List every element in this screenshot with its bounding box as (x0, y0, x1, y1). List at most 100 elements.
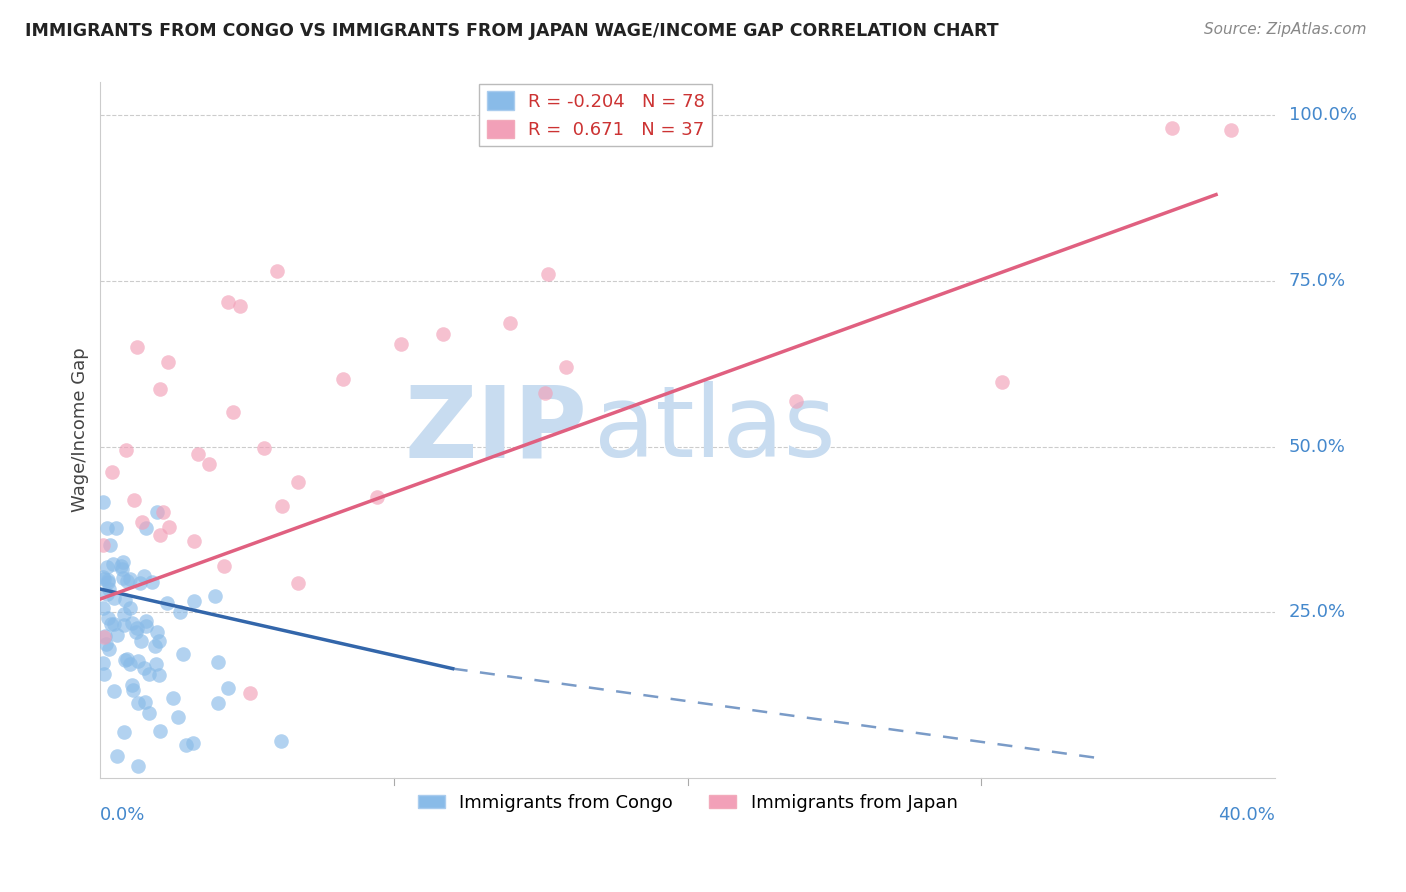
Point (100, 617, 122, 632)
Point (332, 371, 354, 385)
Point (555, 360, 578, 375)
Point (91, 656, 114, 670)
Point (271, 499, 294, 513)
Point (270, 734, 292, 748)
Point (131, 634, 153, 648)
Point (145, 657, 167, 671)
Point (157, 355, 180, 369)
Point (98, 582, 121, 596)
Point (145, 639, 167, 653)
Point (207, 696, 229, 710)
Point (125, 624, 148, 639)
Point (131, 515, 153, 529)
Point (104, 521, 127, 535)
Text: IMMIGRANTS FROM CONGO VS IMMIGRANTS FROM JAPAN WAGE/INCOME GAP CORRELATION CHART: IMMIGRANTS FROM CONGO VS IMMIGRANTS FROM… (25, 22, 998, 40)
Point (159, 520, 181, 534)
Point (217, 295, 239, 310)
Point (93, 630, 115, 644)
Point (1219, 123, 1241, 137)
Point (112, 607, 135, 621)
Point (135, 615, 157, 629)
Text: 75.0%: 75.0% (1289, 272, 1346, 290)
Point (93, 666, 115, 681)
Y-axis label: Wage/Income Gap: Wage/Income Gap (72, 348, 89, 512)
Point (103, 684, 125, 698)
Point (253, 442, 276, 456)
Point (112, 618, 135, 632)
Point (132, 661, 155, 675)
Point (148, 668, 170, 682)
Point (107, 748, 129, 763)
Point (146, 505, 169, 519)
Point (97, 574, 120, 589)
Point (204, 590, 226, 604)
Point (149, 383, 172, 397)
Point (239, 686, 262, 700)
Point (181, 736, 204, 750)
Point (121, 678, 143, 692)
Point (101, 465, 124, 479)
Point (94, 629, 117, 643)
Point (115, 574, 138, 588)
Point (96, 560, 118, 574)
Point (183, 594, 205, 608)
Point (229, 299, 252, 313)
Point (366, 490, 388, 504)
Text: 0.0%: 0.0% (100, 805, 146, 824)
Point (197, 457, 219, 471)
Point (115, 651, 138, 665)
Text: 50.0%: 50.0% (1289, 438, 1346, 456)
Point (105, 628, 128, 642)
Point (114, 443, 136, 458)
Point (207, 655, 229, 669)
Point (138, 706, 160, 721)
Point (110, 559, 132, 574)
Point (97, 573, 120, 587)
Text: Source: ZipAtlas.com: Source: ZipAtlas.com (1204, 22, 1367, 37)
Point (111, 555, 134, 569)
Point (212, 559, 235, 574)
Point (96, 611, 118, 625)
Point (127, 340, 149, 354)
Legend: Immigrants from Congo, Immigrants from Japan: Immigrants from Congo, Immigrants from J… (411, 787, 965, 819)
Text: 25.0%: 25.0% (1289, 603, 1346, 621)
Point (534, 385, 557, 400)
Point (287, 575, 309, 590)
Point (98, 538, 121, 552)
Text: atlas: atlas (593, 382, 835, 478)
Point (103, 591, 125, 605)
Point (122, 682, 145, 697)
Point (91, 570, 114, 584)
Point (96, 521, 118, 535)
Point (111, 561, 134, 575)
Point (141, 575, 163, 590)
Point (114, 653, 136, 667)
Point (101, 557, 124, 571)
Point (156, 596, 179, 610)
Point (499, 316, 522, 330)
Point (169, 606, 191, 620)
Point (93, 572, 115, 586)
Point (103, 616, 125, 631)
Text: 100.0%: 100.0% (1289, 106, 1357, 124)
Point (287, 475, 309, 489)
Text: ZIP: ZIP (405, 382, 588, 478)
Point (172, 648, 194, 662)
Point (134, 569, 156, 583)
Point (149, 528, 172, 542)
Point (135, 521, 157, 535)
Point (166, 710, 188, 724)
Point (1161, 121, 1184, 136)
Point (138, 666, 160, 681)
Point (162, 690, 184, 705)
Point (174, 738, 197, 752)
Point (114, 593, 136, 607)
Point (127, 654, 149, 668)
Point (135, 618, 157, 632)
Point (389, 337, 412, 351)
Point (120, 657, 142, 672)
Point (149, 724, 172, 739)
Point (127, 696, 149, 710)
Point (111, 571, 134, 585)
Point (152, 505, 174, 519)
